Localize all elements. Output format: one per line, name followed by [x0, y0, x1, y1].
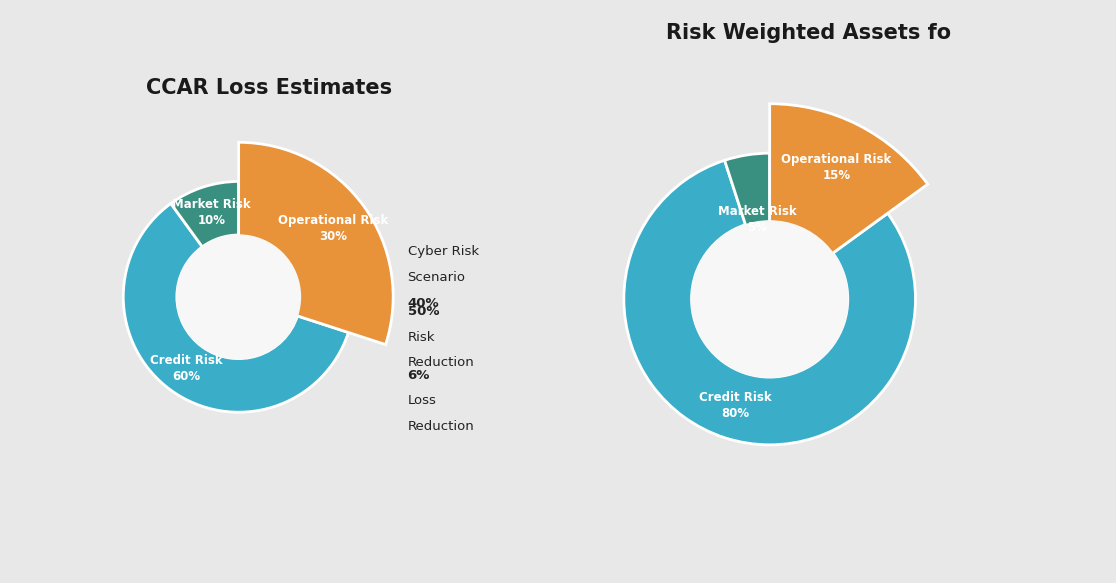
Text: Reduction: Reduction	[407, 356, 474, 369]
Text: Risk: Risk	[407, 331, 435, 343]
Text: Credit Risk
60%: Credit Risk 60%	[151, 354, 223, 383]
Wedge shape	[123, 203, 348, 412]
Text: Market Risk
10%: Market Risk 10%	[172, 198, 251, 227]
Text: Operational Risk
30%: Operational Risk 30%	[278, 214, 388, 243]
Text: 6%: 6%	[407, 368, 430, 382]
Wedge shape	[171, 181, 239, 247]
Wedge shape	[770, 104, 927, 299]
Circle shape	[176, 235, 300, 359]
Wedge shape	[353, 320, 384, 343]
Wedge shape	[239, 149, 344, 212]
Text: CCAR Loss Estimates: CCAR Loss Estimates	[146, 79, 393, 99]
Text: Cyber Risk: Cyber Risk	[407, 245, 479, 258]
Text: Reduction: Reduction	[407, 420, 474, 433]
Text: Market Risk
5%: Market Risk 5%	[718, 205, 797, 234]
Wedge shape	[724, 153, 770, 299]
Text: Risk Weighted Assets fo: Risk Weighted Assets fo	[666, 23, 951, 43]
Text: Credit Risk
80%: Credit Risk 80%	[699, 391, 771, 420]
Wedge shape	[324, 192, 387, 326]
Text: 40%: 40%	[407, 297, 440, 310]
Text: Loss: Loss	[407, 394, 436, 408]
Text: Scenario: Scenario	[407, 271, 465, 284]
Text: 50%: 50%	[407, 305, 439, 318]
Text: Operational Risk
15%: Operational Risk 15%	[781, 153, 892, 182]
Wedge shape	[239, 142, 393, 345]
Circle shape	[692, 221, 848, 377]
Wedge shape	[624, 160, 915, 445]
